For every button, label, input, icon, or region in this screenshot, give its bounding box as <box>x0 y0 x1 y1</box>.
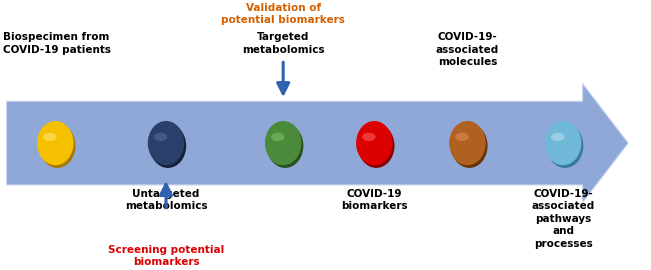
Polygon shape <box>7 84 628 202</box>
Text: COVID-19
biomarkers: COVID-19 biomarkers <box>341 189 408 211</box>
Text: Untargeted
metabolomics: Untargeted metabolomics <box>125 189 207 211</box>
Text: Validation of
potential biomarkers: Validation of potential biomarkers <box>221 3 345 25</box>
Text: COVID-19-
associated
pathways
and
processes: COVID-19- associated pathways and proces… <box>531 189 595 249</box>
Ellipse shape <box>39 124 76 168</box>
Ellipse shape <box>43 133 57 141</box>
Ellipse shape <box>150 124 186 168</box>
Ellipse shape <box>356 121 393 165</box>
Ellipse shape <box>37 121 74 165</box>
Ellipse shape <box>265 121 301 165</box>
Ellipse shape <box>362 133 376 141</box>
Ellipse shape <box>358 124 395 168</box>
Ellipse shape <box>449 121 486 165</box>
Ellipse shape <box>154 133 167 141</box>
Ellipse shape <box>451 124 488 168</box>
Text: Biospecimen from
COVID-19 patients: Biospecimen from COVID-19 patients <box>3 32 111 55</box>
Text: COVID-19-
associated
molecules: COVID-19- associated molecules <box>436 32 499 67</box>
Ellipse shape <box>551 133 564 141</box>
Ellipse shape <box>148 121 184 165</box>
Ellipse shape <box>271 133 284 141</box>
Ellipse shape <box>455 133 469 141</box>
Text: Targeted
metabolomics: Targeted metabolomics <box>242 32 324 55</box>
Ellipse shape <box>545 121 581 165</box>
Text: Screening potential
biomarkers: Screening potential biomarkers <box>108 245 224 267</box>
Ellipse shape <box>547 124 583 168</box>
Ellipse shape <box>267 124 303 168</box>
